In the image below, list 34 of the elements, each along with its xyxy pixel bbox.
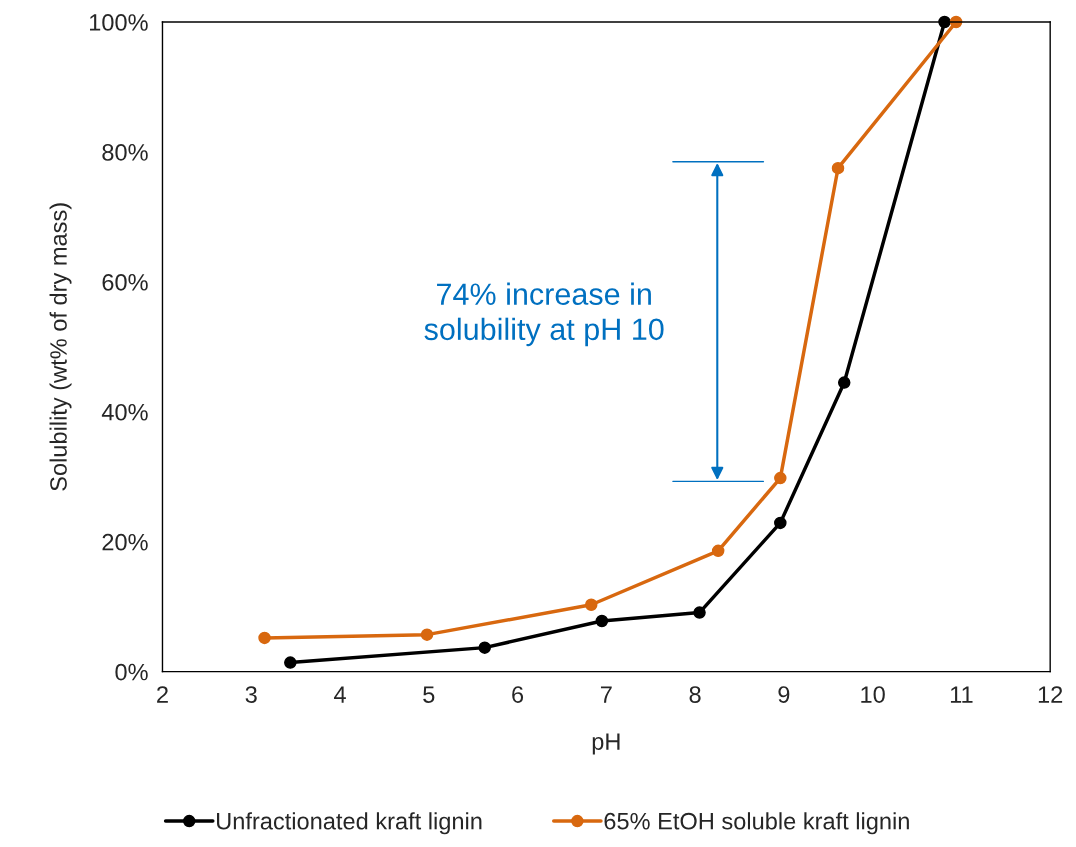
legend-label: Unfractionated kraft lignin <box>217 812 482 835</box>
point <box>693 606 706 619</box>
x-tick-label: 3 <box>245 686 257 703</box>
point <box>711 544 725 558</box>
point <box>774 471 787 485</box>
x-tick-label: 5 <box>423 686 435 703</box>
y-tick-label: 40% <box>101 403 148 421</box>
y-tick-label: 0% <box>115 663 148 681</box>
x-tick-label: 2 <box>157 686 168 703</box>
point <box>584 598 598 612</box>
point <box>258 631 271 645</box>
x-tick-label: 11 <box>950 686 973 703</box>
x-tick-label: 10 <box>861 686 885 703</box>
point <box>774 516 787 530</box>
x-tick-label: 8 <box>689 686 701 703</box>
y-axis-title: Solubility (wt% of dry mass) <box>49 203 72 491</box>
y-tick-label: 60% <box>102 273 148 291</box>
y-tick-label: 20% <box>102 533 148 551</box>
y-tick-label: 100% <box>90 14 148 31</box>
point <box>420 628 434 641</box>
point <box>595 614 609 628</box>
point <box>478 641 491 654</box>
y-tick-label: 80% <box>102 144 148 161</box>
legend-label: 65% EtOH soluble kraft lignin <box>604 812 909 835</box>
point <box>837 376 851 389</box>
x-axis-title: pH <box>592 733 620 755</box>
annotation: 74% increase in solubility at pH 10 <box>424 282 664 347</box>
x-tick-label: 7 <box>600 686 612 703</box>
x-tick-label: 6 <box>512 686 524 703</box>
x-tick-label: 4 <box>333 686 346 703</box>
point <box>831 161 845 175</box>
x-tick-label: 12 <box>1038 686 1063 703</box>
point <box>284 656 297 669</box>
x-tick-label: 9 <box>778 686 790 703</box>
